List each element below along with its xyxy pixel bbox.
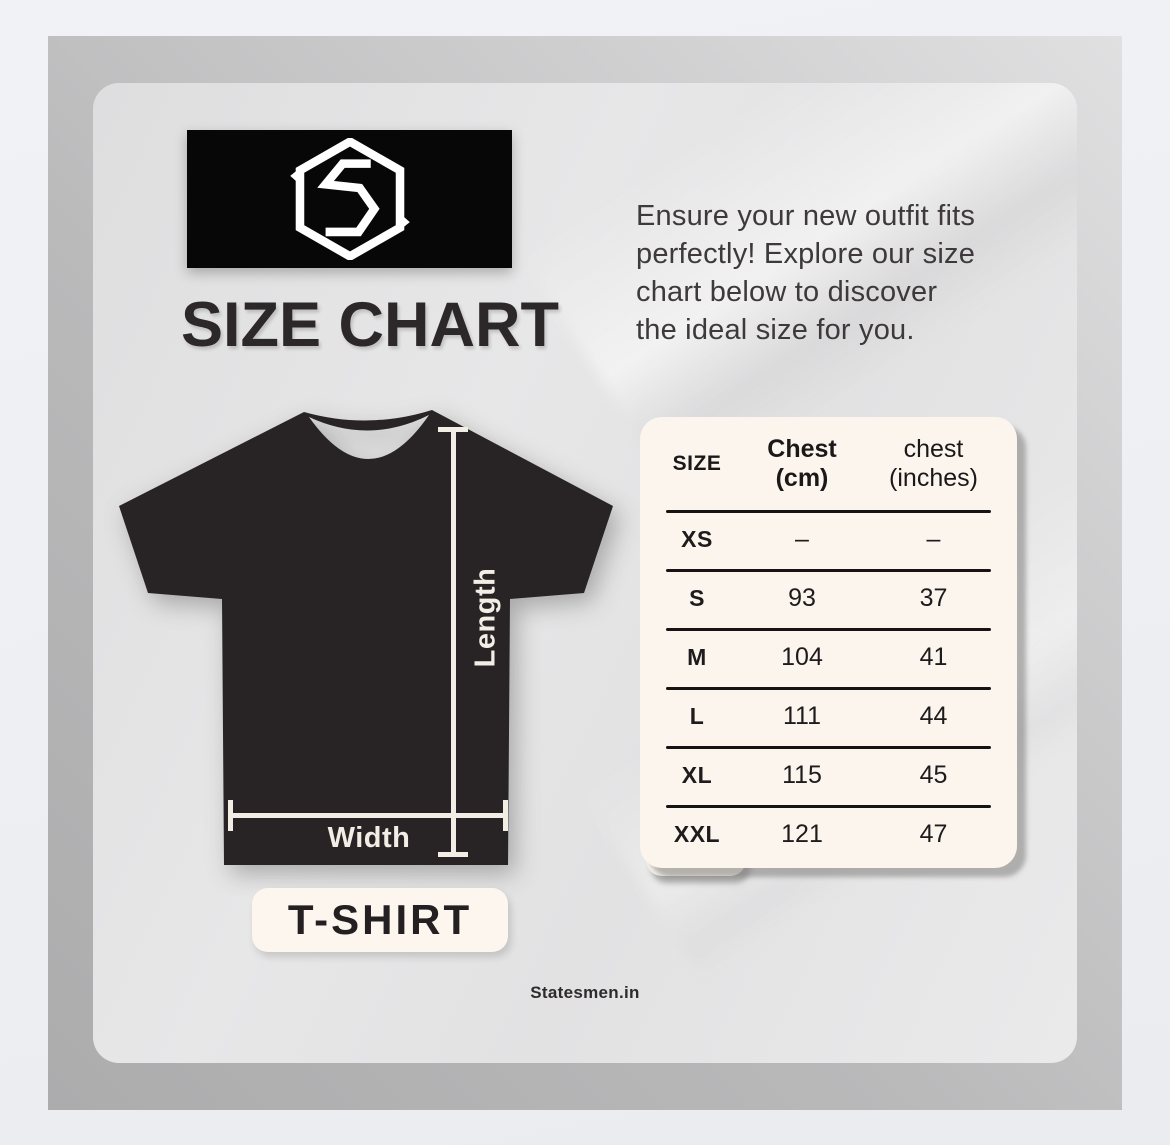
chest-cm-cell: – — [795, 525, 809, 553]
table-row-l: L 111 44 — [666, 687, 991, 746]
chest-inches-cell: – — [926, 525, 941, 553]
row-divider — [666, 569, 991, 572]
chest-cm-cell: 104 — [781, 643, 823, 671]
size-cell: XL — [681, 762, 713, 788]
product-label: T-SHIRT — [287, 896, 473, 943]
row-divider — [666, 510, 991, 513]
width-measure-line — [230, 813, 507, 818]
col-header-chest-cm: Chest (cm) — [728, 435, 876, 493]
table-row-xs: XS – – — [666, 510, 991, 569]
col-header-chest-cm-line1: Chest — [767, 434, 837, 463]
width-measure-cap-left — [228, 800, 233, 831]
size-cell: XS — [681, 526, 713, 552]
table-row-xxl: XXL 121 47 — [666, 805, 991, 864]
page-title: SIZE CHART — [181, 290, 559, 360]
tshirt-icon — [119, 410, 613, 865]
col-header-chest-cm-line2: (cm) — [775, 463, 829, 492]
table-row-s: S 93 37 — [666, 569, 991, 628]
brand-logo-box — [187, 130, 512, 268]
width-measure-cap-right — [503, 800, 508, 831]
tshirt-illustration — [113, 403, 619, 873]
table-row-m: M 104 41 — [666, 628, 991, 687]
size-cell: XXL — [673, 821, 721, 847]
col-header-size: SIZE — [672, 451, 722, 475]
size-chart-table: SIZE Chest (cm) chest (inches) XS – – S … — [640, 417, 1017, 868]
row-divider — [666, 628, 991, 631]
size-cell: L — [689, 703, 705, 729]
row-divider — [666, 805, 991, 808]
length-measure-cap-bottom — [438, 852, 468, 857]
size-cell: M — [687, 644, 707, 670]
width-label: Width — [327, 822, 411, 854]
row-divider — [666, 687, 991, 690]
table-row-xl: XL 115 45 — [666, 746, 991, 805]
intro-line-2: perfectly! Explore our size — [636, 238, 976, 270]
footer-brand: Statesmen.in — [530, 983, 640, 1002]
length-measure-cap-top — [438, 427, 468, 432]
product-label-pill: T-SHIRT — [252, 888, 508, 952]
chest-cm-cell: 121 — [781, 820, 823, 848]
intro-line-4: the ideal size for you. — [636, 314, 915, 346]
size-cell: S — [689, 585, 705, 611]
intro-text: Ensure your new outfit fits perfectly! E… — [636, 197, 975, 349]
col-header-chest-inches-line1: chest — [903, 434, 964, 463]
table-header-row: SIZE Chest (cm) chest (inches) — [666, 417, 991, 510]
intro-line-1: Ensure your new outfit fits — [636, 200, 976, 232]
chest-inches-cell: 37 — [919, 584, 948, 612]
chest-inches-cell: 41 — [919, 643, 948, 671]
chest-inches-cell: 45 — [919, 761, 948, 789]
row-divider — [666, 746, 991, 749]
chest-cm-cell: 93 — [788, 584, 816, 612]
chest-inches-cell: 47 — [919, 820, 948, 848]
chest-cm-cell: 115 — [782, 761, 822, 789]
length-measure-line — [451, 429, 456, 855]
chest-cm-cell: 111 — [782, 702, 821, 730]
brand-monogram-icon — [289, 138, 410, 260]
col-header-chest-inches: chest (inches) — [876, 435, 991, 493]
length-label: Length — [469, 567, 502, 668]
col-header-chest-inches-line2: (inches) — [889, 463, 978, 492]
chest-inches-cell: 44 — [919, 702, 948, 730]
intro-line-3: chart below to discover — [636, 276, 938, 308]
